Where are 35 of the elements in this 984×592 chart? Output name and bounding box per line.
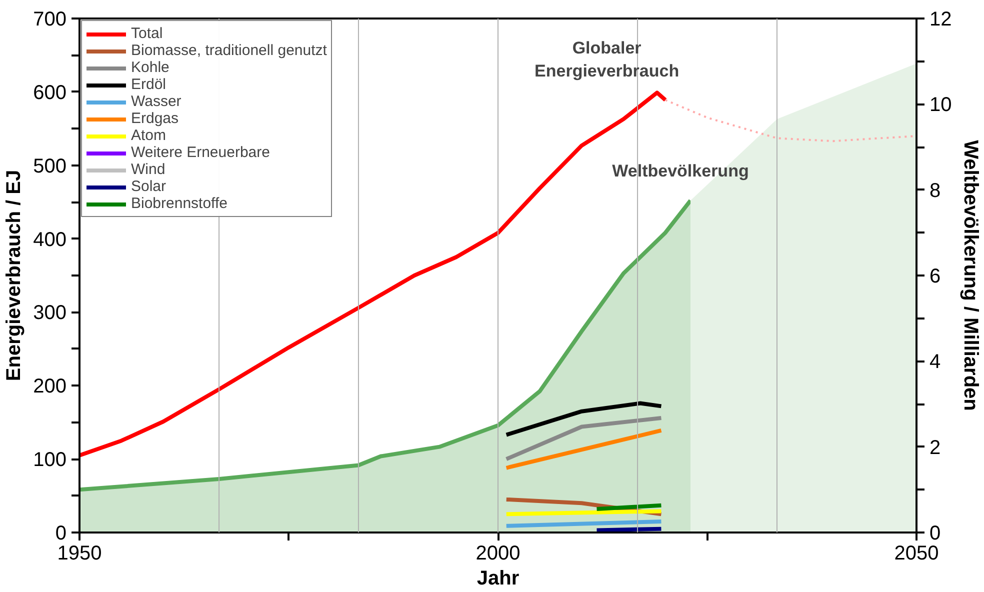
- legend-label: Wasser: [131, 93, 182, 110]
- y2-axis-title: Weltbevölkerung / Milliarden: [960, 140, 982, 411]
- series-label: Weltbevölkerung: [612, 162, 749, 181]
- y-tick-label: 600: [33, 82, 67, 104]
- legend-label: Wind: [131, 161, 166, 178]
- y-tick-label: 500: [33, 155, 67, 178]
- y2-tick-label: 2: [930, 436, 941, 459]
- x-tick-label: 2000: [476, 542, 520, 564]
- legend-label: Biobrennstoffe: [131, 195, 228, 212]
- y2-tick-label: 4: [930, 351, 941, 374]
- y-tick-label: 700: [33, 8, 67, 30]
- legend-label: Atom: [131, 127, 166, 144]
- y2-tick-label: 8: [930, 180, 941, 202]
- legend-label: Erdöl: [131, 76, 166, 93]
- y2-tick-label: 10: [930, 94, 952, 116]
- x-axis-title: Jahr: [476, 568, 520, 590]
- legend-label: Solar: [131, 178, 166, 195]
- y2-tick-label: 0: [930, 522, 941, 544]
- legend-label: Weitere Erneuerbare: [131, 144, 270, 161]
- y-tick-label: 300: [33, 302, 67, 324]
- y2-tick-label: 6: [930, 266, 941, 288]
- legend-label: Biomasse, traditionell genutzt: [131, 42, 327, 59]
- legend-label: Erdgas: [131, 110, 179, 127]
- y-axis-title: Energieverbrauch / EJ: [3, 170, 26, 382]
- y-tick-label: 400: [33, 228, 67, 251]
- legend-label: Total: [131, 25, 163, 42]
- x-tick-label: 1950: [57, 542, 102, 564]
- legend-label: Kohle: [131, 59, 170, 76]
- x-tick-label: 2050: [894, 542, 939, 564]
- y2-tick-label: 12: [930, 8, 952, 30]
- annotation: Globaler Energieverbrauch: [534, 38, 680, 81]
- y-tick-label: 200: [33, 376, 67, 398]
- y-tick-label: 100: [33, 449, 67, 472]
- line-series: [504, 401, 664, 437]
- y-tick-label: 0: [55, 522, 66, 544]
